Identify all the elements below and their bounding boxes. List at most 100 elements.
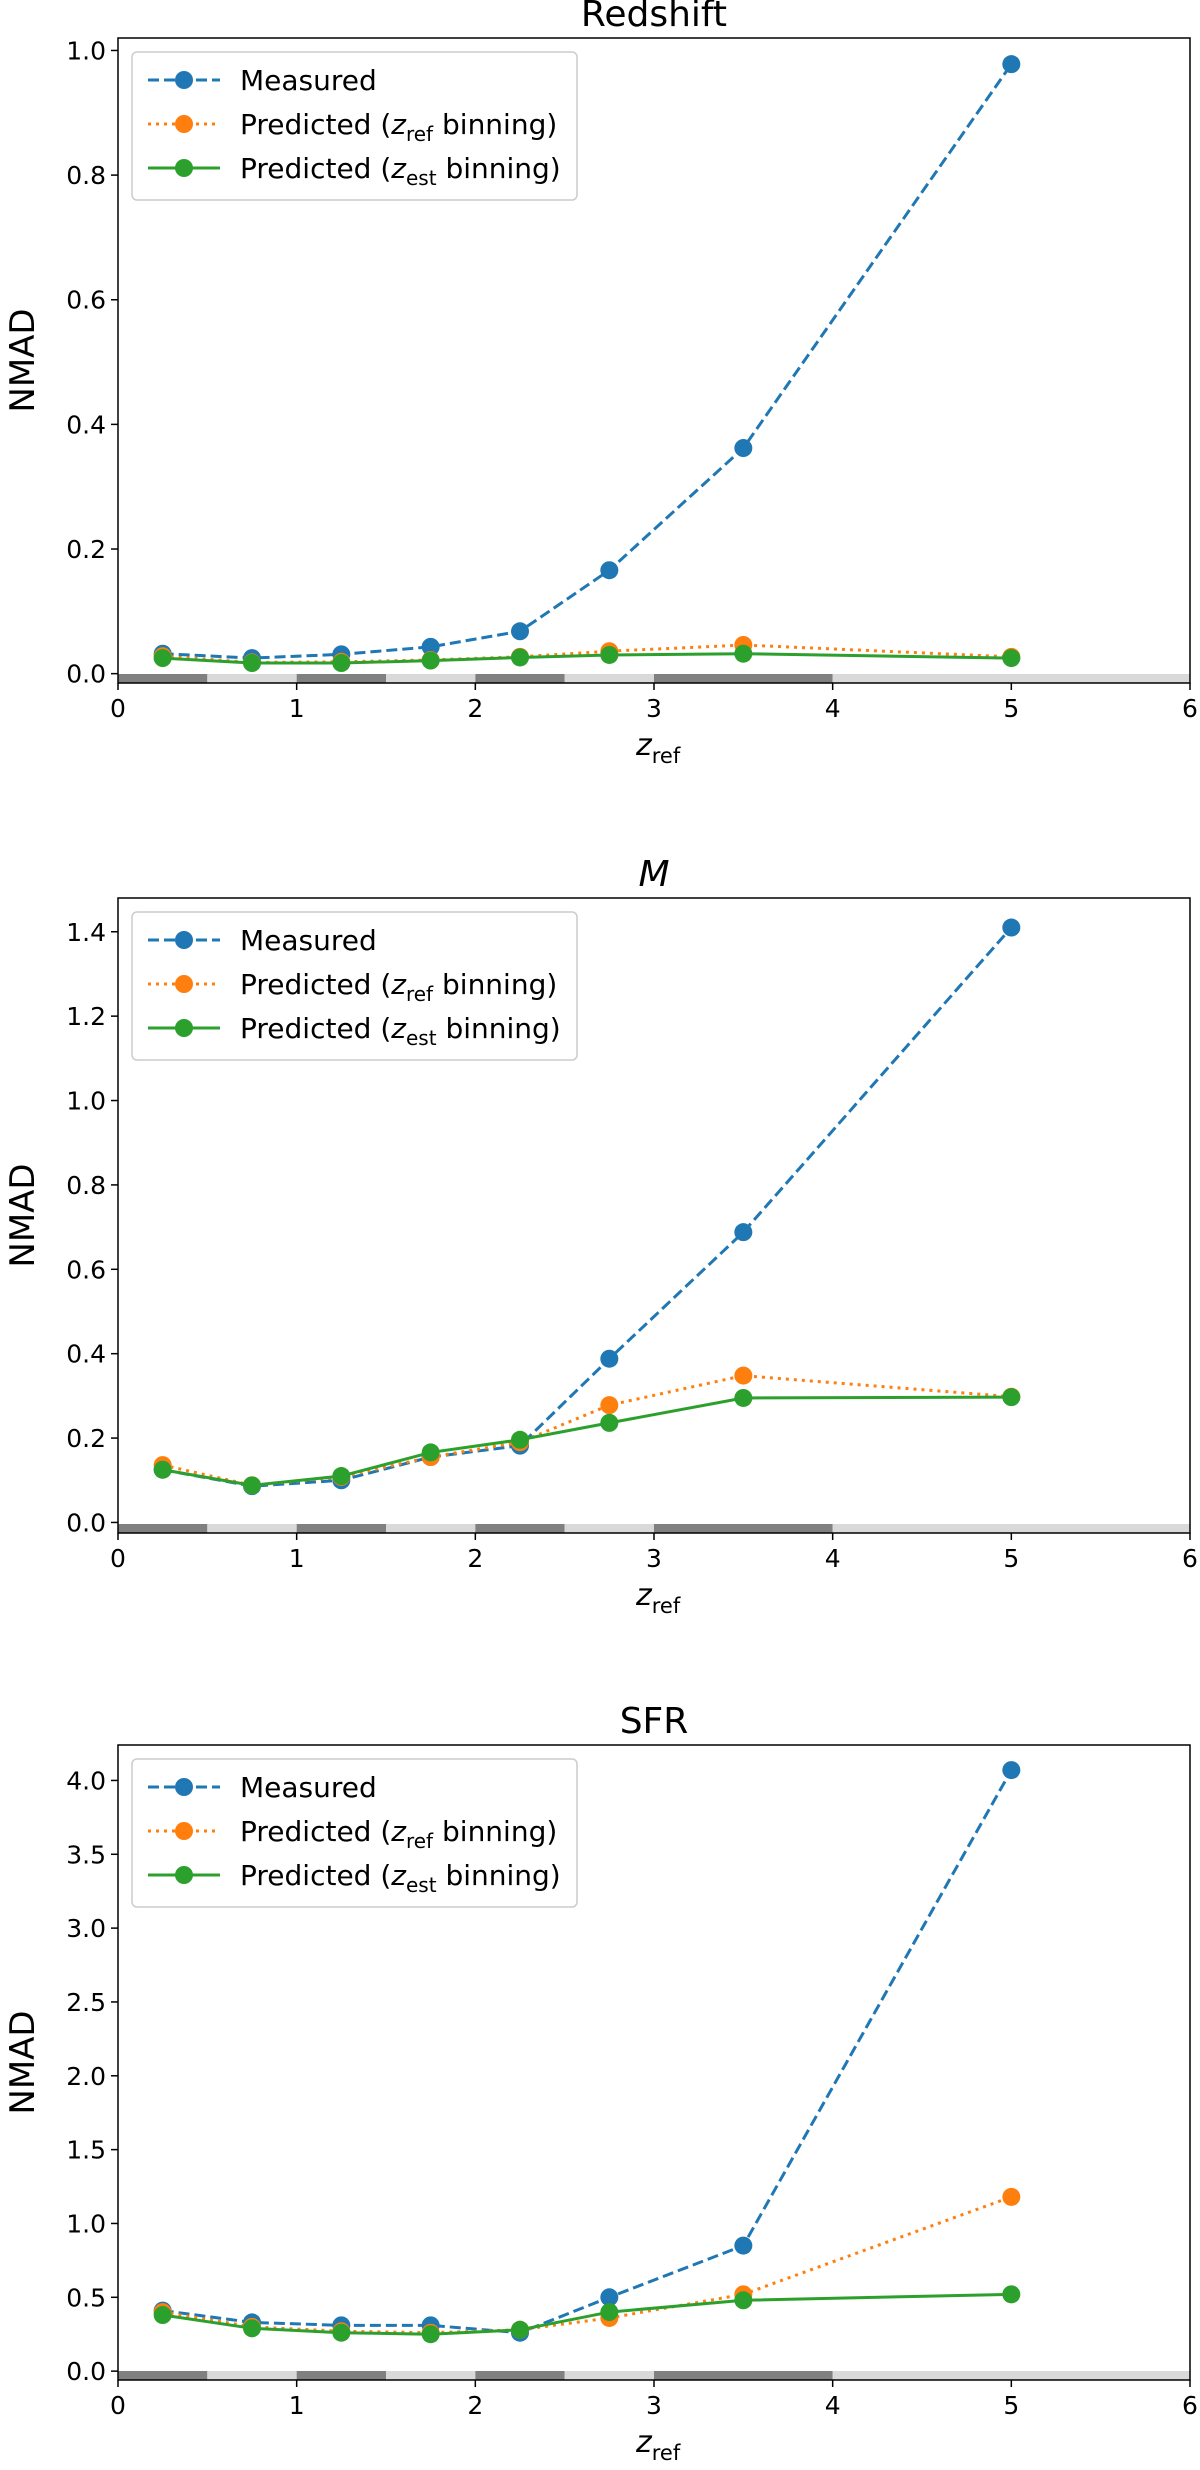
x-tick-label: 2 — [467, 2391, 483, 2420]
data-point — [421, 651, 440, 670]
chart-sfr: 0 1 2 3 4 5 6 0.0 0.5 1.0 1.5 2.0 2.5 3.0 3.5 4.0 SFR NMA… — [3, 1701, 1198, 2465]
bin-segment — [832, 2371, 1190, 2380]
bin-segment — [832, 674, 1190, 683]
legend-label-text: Measured — [240, 924, 377, 957]
x-tick-label: 6 — [1182, 1544, 1198, 1573]
data-point — [600, 561, 619, 580]
data-point — [600, 2288, 619, 2307]
bin-segment — [475, 674, 565, 683]
y-tick-label: 0.0 — [66, 1508, 106, 1537]
data-point — [332, 654, 351, 673]
x-tick-label: 0 — [110, 2391, 126, 2420]
data-point — [1002, 55, 1021, 74]
legend-label: Predicted (zest binning) — [240, 1859, 561, 1897]
x-tick-label: 5 — [1003, 1544, 1019, 1573]
x-axis-label-sub: ref — [652, 2441, 681, 2465]
x-tick-label: 4 — [825, 694, 841, 723]
chart-title: M — [638, 854, 669, 895]
y-tick-label: 2.5 — [66, 1988, 106, 2017]
bin-segment — [118, 1524, 208, 1533]
bin-segment — [475, 1524, 565, 1533]
data-point — [734, 2236, 753, 2255]
legend-label: Predicted (zref binning) — [240, 108, 557, 146]
data-point — [511, 648, 529, 667]
data-point — [1002, 2187, 1021, 2206]
data-point — [1002, 1761, 1021, 1780]
legend-label-sub: ref — [406, 982, 434, 1006]
data-point — [734, 1366, 753, 1385]
data-point — [600, 645, 619, 664]
series-line-2 — [162, 652, 1012, 665]
legend-label-text: Predicted ( — [240, 108, 391, 141]
x-tick-label: 6 — [1182, 2391, 1198, 2420]
data-point — [1002, 649, 1021, 668]
data-point — [332, 1467, 351, 1486]
y-tick-label: 3.5 — [66, 1840, 106, 1869]
legend-label-var: z — [390, 108, 407, 141]
legend-label-sub: est — [406, 1873, 437, 1897]
bin-segment — [386, 1524, 476, 1533]
x-tick-label: 0 — [110, 694, 126, 723]
chart-title: SFR — [620, 1701, 689, 1742]
legend-label-sub: ref — [406, 122, 434, 146]
legend-label-text: binning) — [437, 152, 561, 185]
legend-label-text: Predicted ( — [240, 152, 391, 185]
legend-marker — [175, 1019, 193, 1037]
legend-label-text: binning) — [433, 968, 557, 1001]
legend-marker — [175, 1822, 193, 1840]
y-tick-label: 0.0 — [66, 2357, 106, 2386]
y-tick-label: 0.4 — [66, 1340, 106, 1369]
bin-segment — [207, 674, 297, 683]
x-tick-label: 4 — [825, 1544, 841, 1573]
legend-label-text: Measured — [240, 1771, 377, 1804]
legend-marker — [175, 1778, 193, 1796]
data-point — [734, 439, 753, 458]
y-tick-label: 3.0 — [66, 1914, 106, 1943]
x-axis-label-var: z — [635, 1578, 653, 1613]
y-tick-label: 0.8 — [66, 161, 106, 190]
bin-segment — [118, 674, 208, 683]
data-point — [1002, 2285, 1021, 2304]
legend-marker — [175, 1866, 193, 1884]
data-point — [421, 2325, 440, 2344]
legend-label-var: z — [390, 968, 407, 1001]
y-tick-label: 0.5 — [66, 2283, 106, 2312]
x-tick-label: 2 — [467, 694, 483, 723]
legend-label-sub: ref — [406, 1829, 434, 1853]
bin-segment — [296, 2371, 386, 2380]
series-line-0 — [162, 63, 1013, 660]
legend-label-text: Measured — [240, 64, 377, 97]
y-tick-label: 1.0 — [66, 36, 106, 65]
legend-label-var: z — [390, 1012, 407, 1045]
x-tick-label: 3 — [646, 2391, 662, 2420]
legend-label-var: z — [390, 1815, 407, 1848]
legend-marker — [175, 71, 193, 89]
x-axis-label: zref — [635, 728, 681, 768]
chart-title: Redshift — [581, 0, 727, 35]
bin-segment — [386, 674, 476, 683]
data-point — [734, 1223, 753, 1242]
legend-box — [131, 911, 578, 1061]
bin-segment — [832, 1524, 1190, 1533]
legend-label-text: binning) — [437, 1859, 561, 1892]
legend-label: Measured — [240, 924, 377, 957]
legend-label-text: Predicted ( — [240, 1859, 391, 1892]
bin-segment — [475, 2371, 565, 2380]
x-tick-label: 3 — [646, 1544, 662, 1573]
bin-segment — [207, 1524, 297, 1533]
x-tick-label: 3 — [646, 694, 662, 723]
data-point — [1002, 1388, 1021, 1407]
data-point — [511, 1430, 529, 1449]
legend-label-text: Predicted ( — [240, 1815, 391, 1848]
x-tick-label: 1 — [289, 2391, 305, 2420]
legend-box — [131, 1758, 578, 1908]
x-axis-label: zref — [635, 1578, 681, 1618]
bin-segment — [654, 674, 833, 683]
bin-segment — [654, 1524, 833, 1533]
data-point — [1002, 918, 1021, 937]
series-line-2 — [162, 1395, 1012, 1487]
y-tick-label: 0.6 — [66, 286, 106, 315]
y-tick-label: 1.0 — [66, 2209, 106, 2238]
